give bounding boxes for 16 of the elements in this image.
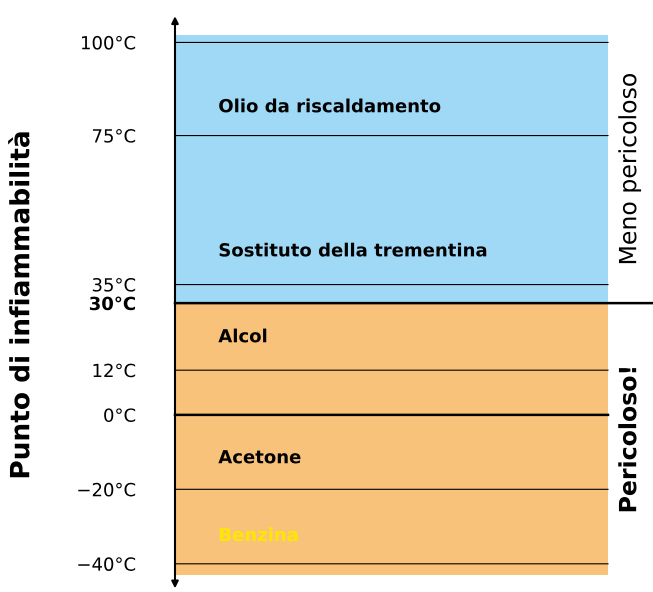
annotation: Benzina [220, 527, 298, 542]
annotation: Olio da riscaldamento [219, 98, 440, 112]
y-axis-title: Punto di infiammabilità [8, 132, 30, 478]
text: Pericoloso! [618, 368, 636, 512]
y-tick-label: 12°C [93, 364, 136, 378]
y-tick-label: 75°C [92, 129, 136, 143]
annotation: Sostituto della trementina [220, 242, 486, 257]
y-tick-label: 35°C [92, 278, 136, 292]
text: Meno pericoloso [618, 74, 642, 264]
annotation: Acetone [218, 450, 300, 464]
y-tick-label: 100°C [82, 36, 136, 50]
y-tick-label: 0°C [104, 408, 136, 422]
y-tick-label: 30°C [90, 296, 135, 310]
y-tick-label: −40°C [78, 557, 136, 571]
y-tick-label: −20°C [78, 482, 136, 496]
annotation: Alcol [218, 328, 266, 343]
